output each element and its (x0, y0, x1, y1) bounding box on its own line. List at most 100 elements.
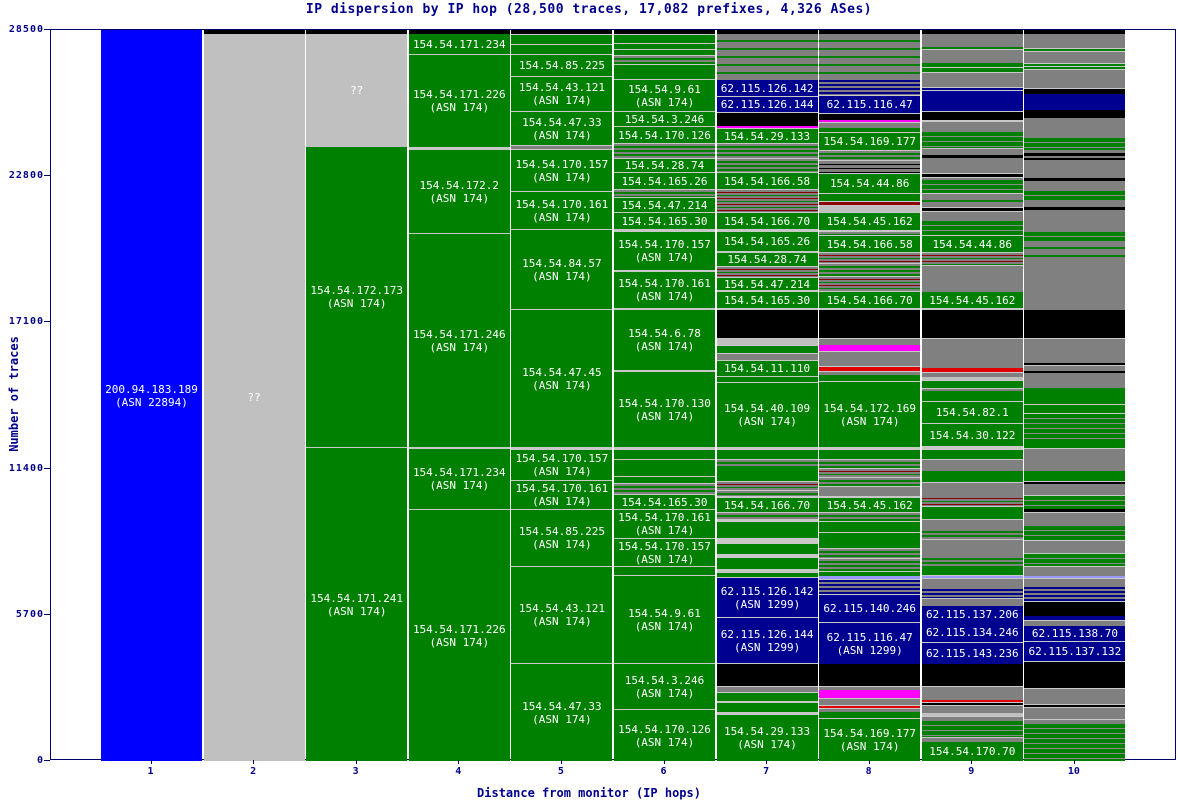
block-segment (819, 699, 921, 705)
block-label: 62.115.137.132 (1028, 645, 1122, 658)
block-sublabel: (ASN 174) (634, 735, 695, 749)
block-segment (716, 544, 818, 554)
block-label: 154.54.172.2 (419, 178, 500, 192)
block-154.54.165.30: 154.54.165.30 (614, 213, 715, 229)
block-segment (921, 496, 1023, 506)
block-154.54.11.110: 154.54.11.110 (716, 361, 818, 376)
block-segment (614, 567, 715, 575)
hop-column-5: 154.54.85.225 154.54.43.121 (ASN 174) 154.5… (511, 30, 613, 761)
x-tick-label: 3 (352, 766, 359, 777)
block-label: 154.54.47.33 (522, 115, 602, 129)
block-segment (614, 144, 715, 158)
block-segment (921, 717, 1023, 721)
block-segment (1024, 705, 1126, 707)
block-segment (1024, 602, 1126, 616)
block-segment (716, 522, 818, 538)
block-sublabel: (ASN 174) (532, 269, 592, 283)
hop-column-1: 200.94.183.189 (ASN 22894) (101, 30, 202, 761)
block-154.54.165.26: 154.54.165.26 (614, 173, 715, 189)
block-segment (716, 703, 818, 712)
block-segment (819, 687, 921, 690)
block-segment (1024, 541, 1126, 553)
block-segment (819, 114, 921, 120)
block-label: 154.54.165.26 (724, 235, 811, 248)
block-segment (716, 190, 818, 212)
block-segment (819, 372, 921, 375)
block-segment (921, 664, 1023, 686)
block-segment (1024, 64, 1126, 66)
block-154.54.166.58: 154.54.166.58 (716, 173, 818, 189)
block-segment (819, 310, 921, 338)
block-154.54.3.246: 154.54.3.246 (614, 112, 715, 126)
block-154.54.43.121: 154.54.43.121 (ASN 174) (511, 567, 613, 663)
block-segment (921, 556, 1023, 567)
block-sublabel: (ASN 174) (634, 409, 695, 423)
block-segment (614, 190, 715, 197)
block-segment (1024, 261, 1126, 310)
block-segment (1024, 366, 1126, 371)
block-154.54.171.241: 154.54.171.241 (ASN 174) (306, 448, 408, 761)
hop-column-4: 154.54.171.234 154.54.171.226 (ASN 174) 154… (408, 30, 510, 761)
block-segment (1024, 339, 1126, 363)
block-154.54.28.74: 154.54.28.74 (716, 253, 818, 266)
block-sublabel: (ASN 174) (532, 94, 592, 107)
block-segment (716, 339, 818, 345)
block-label: 154.54.29.133 (724, 129, 811, 143)
x-tick-label: 10 (1067, 766, 1080, 777)
block-segment (921, 567, 1023, 575)
block-segment (819, 712, 921, 718)
block-segment (1024, 616, 1126, 620)
block-segment (716, 693, 818, 701)
block-label: 154.54.6.78 (628, 327, 701, 340)
block-segment (1024, 388, 1126, 404)
block-segment (921, 212, 1023, 221)
block-154.54.85.225: 154.54.85.225 (511, 55, 613, 76)
block-segment (819, 664, 921, 686)
block-154.54.166.58: 154.54.166.58 (819, 236, 921, 252)
block-sublabel: (ASN 1299) (733, 640, 801, 654)
block-154.54.82.1: 154.54.82.1 (921, 402, 1023, 423)
block-sublabel: (ASN 174) (634, 251, 695, 264)
block-label: 154.54.170.70 (929, 745, 1016, 758)
block-segment (921, 738, 1023, 742)
block-segment (1024, 471, 1126, 481)
block-segment (1024, 363, 1126, 365)
block-segment (716, 310, 818, 338)
plot-area: 200.94.183.189 (ASN 22894)???? 154.54.172.… (50, 29, 1176, 761)
block-segment (819, 34, 921, 80)
block-154.54.170.157: 154.54.170.157 (ASN 174) (614, 232, 715, 270)
block-154.54.165.30: 154.54.165.30 (716, 292, 818, 308)
block-154.54.172.173: 154.54.172.173 (ASN 174) (306, 147, 408, 447)
block-62.115.134.246: 62.115.134.246 (921, 623, 1023, 642)
block-segment (921, 112, 1023, 120)
block-segment (203, 30, 305, 34)
y-tick-label: 17100 (8, 316, 44, 328)
y-tick-mark (44, 321, 50, 323)
block-154.54.169.177: 154.54.169.177 (ASN 174) (819, 719, 921, 761)
block-segment (1024, 449, 1126, 471)
block-segment (511, 146, 613, 149)
block-segment (1024, 509, 1126, 512)
block-segment (716, 573, 818, 577)
block-label: 154.54.43.121 (518, 602, 605, 615)
block-segment (614, 450, 715, 459)
block-154.54.170.157: 154.54.170.157 (ASN 174) (614, 539, 715, 566)
block-62.115.126.142: 62.115.126.142 (716, 80, 818, 96)
block-segment (921, 483, 1023, 496)
block-segment (1024, 118, 1126, 138)
block-segment (819, 120, 921, 122)
block-segment (921, 178, 1023, 180)
block-segment (921, 155, 1023, 158)
block-154.54.172.169: 154.54.172.169 (ASN 174) (819, 382, 921, 447)
y-tick-label: 5700 (15, 608, 44, 620)
block-segment (819, 522, 921, 532)
block-sublabel: (ASN 174) (634, 340, 695, 353)
block-segment (1024, 484, 1126, 495)
block-label: 154.54.170.161 (618, 511, 711, 524)
block-segment (1024, 210, 1126, 232)
block-154.54.170.157: 154.54.170.157 (ASN 174) (511, 450, 613, 480)
block-segment (819, 339, 921, 345)
block-segment (716, 267, 818, 277)
block-154.54.43.121: 154.54.43.121 (ASN 174) (511, 77, 613, 111)
